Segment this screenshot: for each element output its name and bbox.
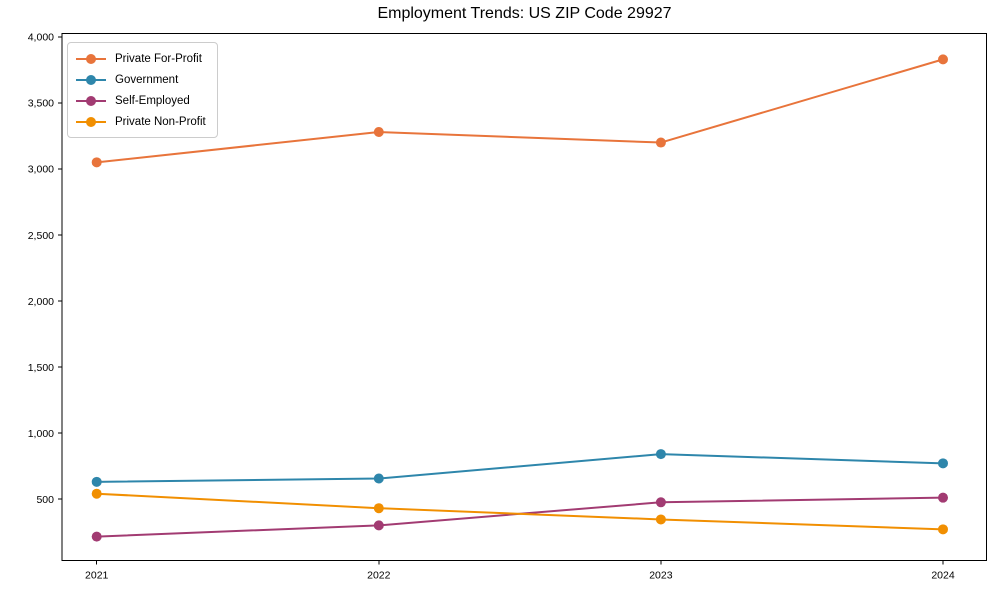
legend-line-sample — [76, 116, 106, 127]
x-tick-label: 2023 — [649, 570, 673, 582]
legend-item: Private Non-Profit — [76, 111, 206, 132]
x-tick-label: 2022 — [367, 570, 391, 582]
legend-item: Government — [76, 69, 206, 90]
legend-line-sample — [76, 53, 106, 64]
legend-line-sample — [76, 74, 106, 85]
plot-frame — [61, 33, 987, 561]
data-point-marker — [91, 157, 102, 168]
data-point-marker — [938, 524, 948, 535]
data-point-marker — [655, 137, 666, 148]
data-point-marker — [655, 449, 666, 460]
y-tick-label: 4,000 — [28, 32, 54, 44]
y-tick-label: 500 — [36, 494, 54, 506]
data-point-marker — [373, 126, 384, 137]
x-tick-label: 2021 — [85, 570, 109, 582]
data-point-marker — [938, 458, 948, 469]
data-point-marker — [91, 476, 102, 487]
y-tick-label: 2,500 — [28, 230, 54, 242]
legend-item: Self-Employed — [76, 90, 206, 111]
series-line-government — [95, 453, 944, 483]
series-line-self-employed — [95, 496, 944, 538]
data-point-marker — [91, 531, 102, 542]
legend-label: Private For-Profit — [115, 52, 202, 65]
legend-label: Self-Employed — [115, 94, 190, 107]
legend-line-sample — [76, 95, 106, 106]
y-tick-label: 3,500 — [28, 98, 54, 110]
data-point-marker — [91, 488, 102, 499]
chart-title: Employment Trends: US ZIP Code 29927 — [377, 5, 672, 22]
series-line-private-non-profit — [95, 492, 944, 531]
legend-label: Government — [115, 73, 179, 86]
data-point-marker — [655, 497, 666, 508]
y-tick-label: 1,500 — [28, 362, 54, 374]
y-tick-label: 3,000 — [28, 164, 54, 176]
legend: Private For-Profit Government Self-Employe… — [67, 42, 218, 138]
data-point-marker — [938, 492, 948, 503]
data-point-marker — [655, 514, 666, 525]
x-tick-label: 2024 — [931, 570, 955, 582]
legend-item: Private For-Profit — [76, 48, 206, 69]
data-point-marker — [373, 503, 384, 514]
data-point-marker — [938, 54, 948, 65]
data-point-marker — [373, 520, 384, 531]
y-tick-label: 2,000 — [28, 296, 54, 308]
series-line-private-for-profit — [95, 58, 944, 164]
legend-label: Private Non-Profit — [115, 115, 206, 128]
y-tick-label: 1,000 — [28, 428, 54, 440]
data-point-marker — [373, 473, 384, 484]
